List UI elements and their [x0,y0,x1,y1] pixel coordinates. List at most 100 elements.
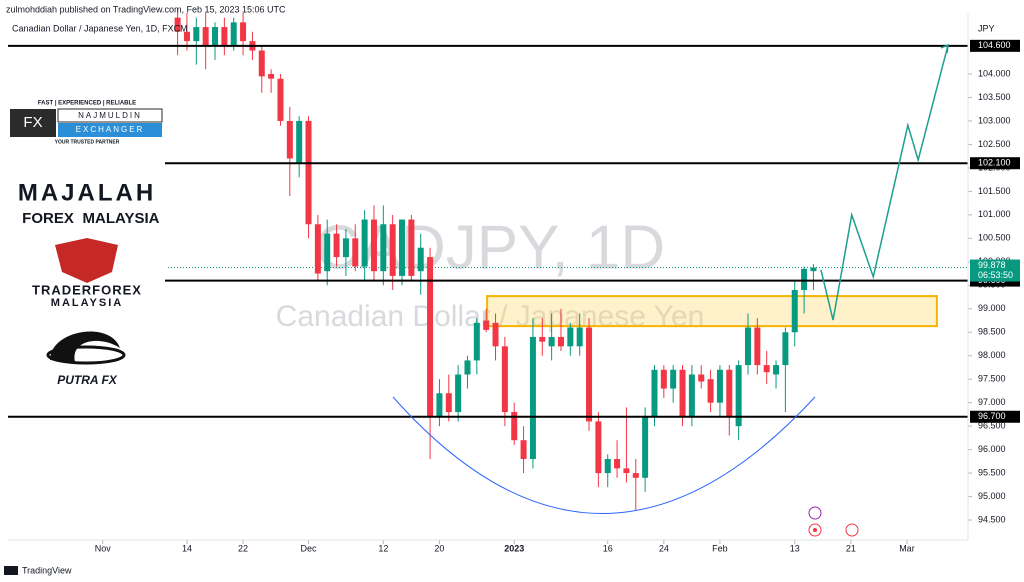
y-tick-label: 103.000 [978,115,1011,125]
y-tick-label: 96.000 [978,444,1006,454]
candle-body [623,468,630,474]
candle-body [286,120,293,159]
candle-body [679,369,686,417]
majalah-malaysia: MALAYSIA [83,210,160,227]
candle-body [370,219,377,272]
candle-body [221,27,228,46]
x-tick-label: 12 [378,543,388,553]
candle-body [305,120,312,225]
candle-body [240,22,247,42]
candle-body [473,322,480,361]
candle-body [595,421,602,474]
x-tick-label: 16 [603,543,613,553]
candle-body [324,233,331,272]
candle-body [604,459,611,474]
event-icon[interactable] [808,506,822,520]
y-tick-label: 97.000 [978,397,1006,407]
x-tick-label: 13 [790,543,800,553]
candle-body [258,50,265,77]
fx-slogan: YOUR TRUSTED PARTNER [55,139,120,145]
x-tick-label: 14 [182,543,192,553]
candle-body [352,238,359,267]
candle-body [342,238,349,258]
level-label: 104.600 [978,40,1011,50]
candle-body [642,416,649,478]
branding: FAST | EXPERIENCED | RELIABLE FX NAJMULD… [8,77,165,400]
candle-body [230,22,237,46]
projection-line [820,44,949,321]
event-dot [813,528,817,532]
x-tick-label: 21 [846,543,856,553]
candle-body [268,74,275,79]
candle-body [586,327,593,422]
candle-body [445,393,452,413]
candle-body [557,336,564,347]
level-label-box [970,157,1020,170]
tfm-subtitle: MALAYSIA [51,297,123,309]
candle-body [716,369,723,403]
candle-body [455,374,462,413]
candle-body [183,31,190,42]
fx-mark: FX [23,114,42,131]
y-tick-label: 99.000 [978,303,1006,313]
y-tick-label: 101.000 [978,209,1011,219]
candle-body [333,233,340,258]
candle-body [492,322,499,347]
candle-body [314,224,321,274]
candle-body [539,336,546,342]
x-tick-label: 22 [238,543,248,553]
footer: TradingView [22,565,72,575]
projection-arrow [940,43,949,53]
y-tick-label: 97.500 [978,374,1006,384]
candle-body [670,369,677,389]
zone [486,295,938,328]
y-tick-label: 98.500 [978,327,1006,337]
candle-body [277,78,284,121]
candle-body [427,257,434,417]
tiger-icon [55,238,118,283]
candle-body [735,365,742,427]
x-tick-label: 24 [659,543,669,553]
fx-name2-box [58,123,162,137]
candle-body [399,219,406,276]
candle-body [511,412,518,441]
candle-body [417,247,424,272]
fx-name2: EXCHANGER [76,125,145,134]
y-tick-label: 98.000 [978,350,1006,360]
main-layer: 94.500 95.000 95.500 96.000 96.500 97.000 97.5… [8,8,1020,553]
candle-body [801,268,808,290]
publisher: zulmohddiah published on TradingView.com… [6,4,286,14]
x-tick-label: Dec [301,543,318,553]
putra-icon [50,331,120,362]
putra-title: PUTRA FX [57,373,118,387]
level-label-box [970,410,1020,423]
candle-body [296,120,303,164]
event-icon[interactable] [845,523,859,537]
y-tick-label: 102.500 [978,139,1011,149]
candle-body [791,289,798,333]
candle-body [548,336,555,347]
y-tick-label: 104.000 [978,68,1011,78]
candle-body [483,320,490,330]
y-tick-label: 95.500 [978,467,1006,477]
fx-name: NAJMULDIN [78,111,142,120]
candle-body [212,27,219,46]
candle-body [763,365,770,373]
candle-body [688,374,695,417]
y-axis-label: JPY [978,23,995,33]
candle-body [520,440,527,460]
x-tick-label: Nov [95,543,112,553]
candle-body [174,17,181,32]
candle-body [810,267,817,272]
y-tick-label: 94.500 [978,514,1006,524]
candle-body [567,327,574,347]
level-label: 102.100 [978,158,1011,168]
last-price-box [970,259,1020,282]
chart-title: Canadian Dollar / Japanese Yen, 1D, FXCM [12,23,188,33]
candle-body [614,459,621,469]
candle-body [726,369,733,417]
fx-box [10,109,56,137]
y-tick-label: 100.500 [978,233,1011,243]
countdown-label: 06:53:50 [978,270,1013,280]
